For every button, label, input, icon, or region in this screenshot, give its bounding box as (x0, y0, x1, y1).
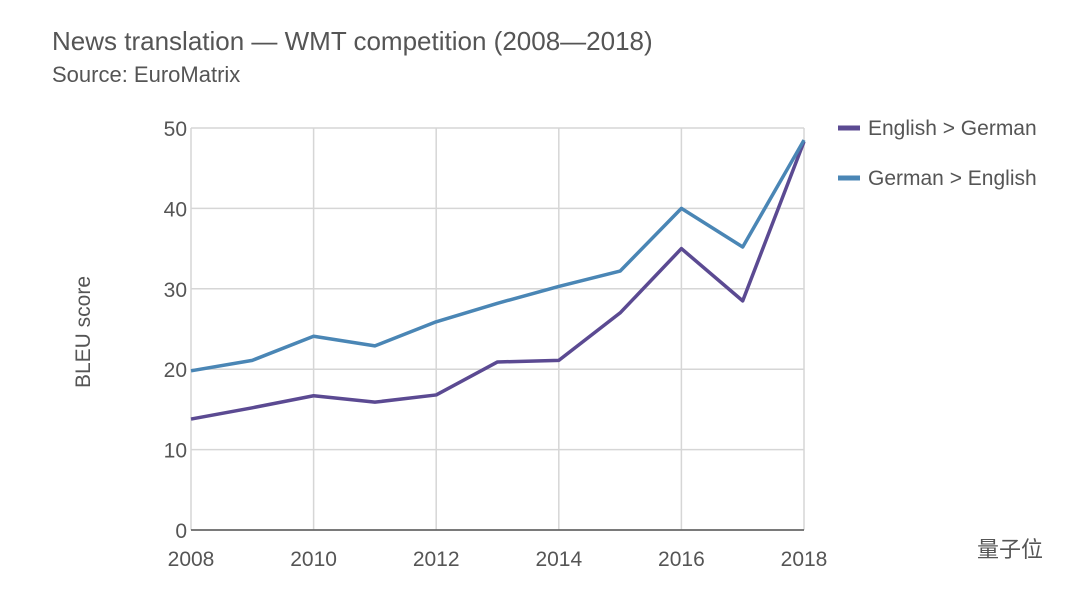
x-tick-label: 2018 (781, 548, 828, 571)
x-tick-label: 2014 (535, 548, 582, 571)
x-tick-label: 2016 (658, 548, 705, 571)
y-axis-label: BLEU score (72, 276, 95, 388)
y-tick-label: 10 (164, 440, 187, 463)
x-tick-label: 2012 (413, 548, 460, 571)
y-tick-label: 50 (164, 118, 187, 141)
y-tick-label: 30 (164, 279, 187, 302)
x-tick-label: 2010 (290, 548, 337, 571)
y-tick-label: 0 (175, 520, 187, 543)
y-tick-label: 20 (164, 359, 187, 382)
legend-label: English > German (868, 117, 1037, 140)
line-series (190, 141, 806, 421)
y-tick-label: 40 (164, 198, 187, 221)
line-series (190, 139, 806, 373)
watermark: 量子位 (977, 537, 1043, 562)
x-tick-label: 2008 (168, 548, 215, 571)
legend-label: German > English (868, 167, 1037, 190)
chart-title: News translation — WMT competition (2008… (52, 26, 653, 56)
chart-subtitle: Source: EuroMatrix (52, 62, 240, 87)
